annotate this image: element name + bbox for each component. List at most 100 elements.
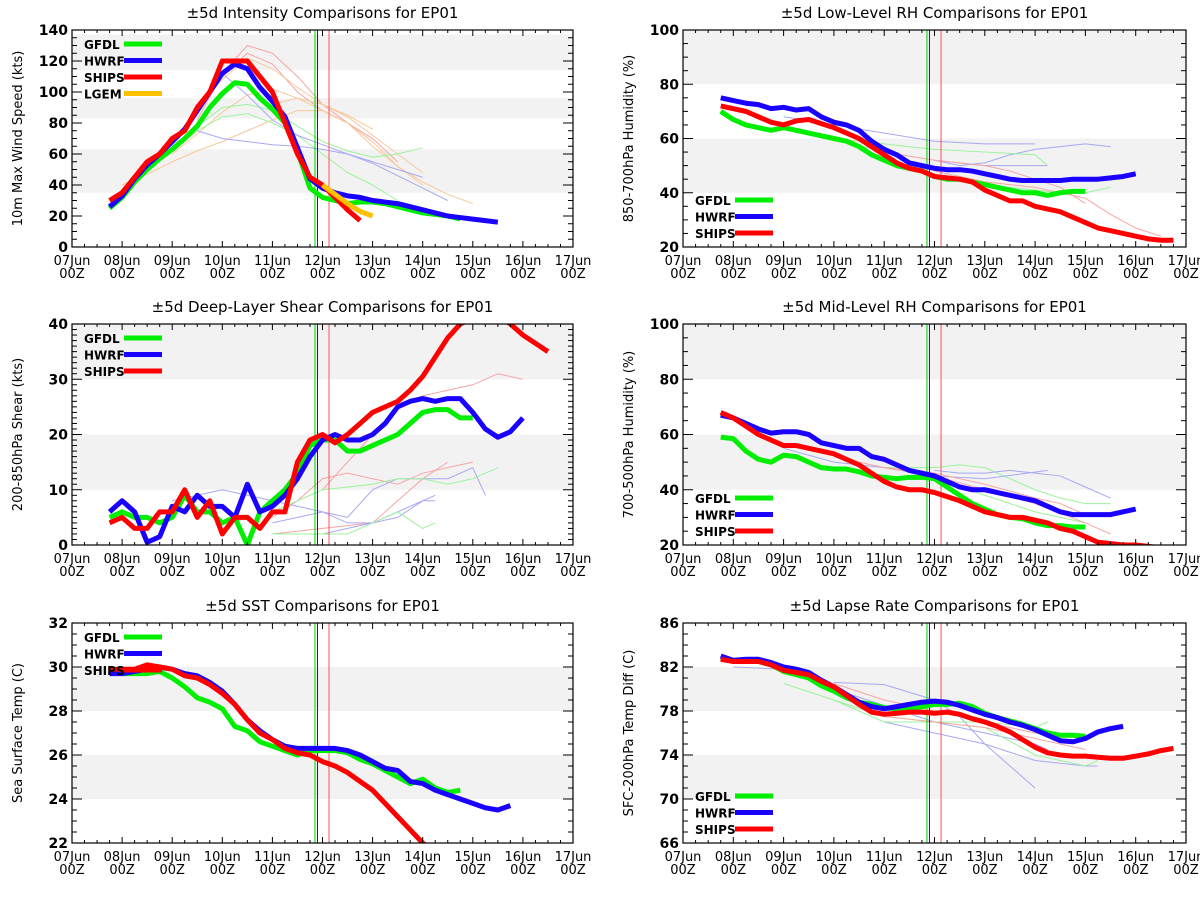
x-tick-label-time: 00Z (260, 267, 286, 282)
x-tick-label: 17Jun (555, 254, 592, 269)
x-tick-label: 08Jun (104, 850, 141, 865)
x-tick-label: 17Jun (1168, 850, 1200, 865)
legend-label-gfdl: GFDL (84, 38, 120, 52)
x-tick-label-time: 00Z (972, 267, 998, 282)
x-tick-label-time: 00Z (1123, 565, 1149, 580)
legend: GFDL HWRF SHIPS (695, 492, 773, 539)
x-tick-label-time: 00Z (721, 565, 747, 580)
x-tick-label-time: 00Z (460, 863, 486, 878)
ghost-line-lgem (121, 110, 473, 205)
y-axis-label: Sea Surface Temp (C) (11, 663, 26, 803)
legend: GFDL HWRF SHIPS (695, 194, 773, 241)
x-tick-label-time: 00Z (1123, 267, 1149, 282)
legend-label-hwrf: HWRF (84, 349, 125, 363)
shaded-band (72, 98, 573, 119)
y-axis-label: 10m Max Wind Speed (kts) (11, 51, 26, 227)
y-tick-label: 82 (660, 660, 679, 676)
legend: GFDL HWRF SHIPS (84, 631, 162, 678)
chart-low-level-rh: 07Jun00Z08Jun00Z09Jun00Z10Jun00Z11Jun00Z… (622, 4, 1200, 282)
x-tick-label: 10Jun (204, 254, 241, 269)
y-tick-label: 78 (660, 704, 679, 720)
x-tick-label-time: 00Z (360, 565, 386, 580)
ghost-line-hwrf (884, 721, 1098, 767)
legend-label-ships: SHIPS (695, 227, 736, 241)
legend: GFDL HWRF SHIPS (84, 332, 162, 379)
x-tick-label: 17Jun (555, 850, 592, 865)
x-tick-label-time: 00Z (159, 863, 185, 878)
x-tick-label: 12Jun (304, 254, 341, 269)
x-tick-label-time: 00Z (1073, 565, 1099, 580)
x-tick-label: 09Jun (765, 552, 802, 567)
x-tick-label-time: 00Z (871, 565, 897, 580)
y-tick-label: 80 (660, 372, 680, 388)
series-line-hwrf (720, 95, 1137, 184)
x-tick-label: 14Jun (1017, 850, 1054, 865)
x-tick-label-time: 00Z (1022, 863, 1048, 878)
y-tick-label: 0 (58, 538, 68, 554)
ghost-line-hwrf (934, 143, 1111, 167)
x-tick-label-time: 00Z (1173, 863, 1199, 878)
chart-deep-layer-shear: 07Jun00Z08Jun00Z09Jun00Z10Jun00Z11Jun00Z… (11, 298, 591, 580)
x-tick-label-time: 00Z (360, 863, 386, 878)
x-tick-label: 10Jun (204, 552, 241, 567)
x-tick-label: 08Jun (715, 850, 752, 865)
shaded-band (683, 324, 1186, 380)
y-tick-label: 10 (49, 483, 69, 499)
chart-intensity: 07Jun00Z08Jun00Z09Jun00Z10Jun00Z11Jun00Z… (11, 4, 591, 282)
x-tick-label-time: 00Z (871, 863, 897, 878)
x-tick-label-time: 00Z (922, 565, 948, 580)
y-tick-label: 20 (660, 538, 680, 554)
ghost-line-hwrf (272, 494, 436, 524)
x-tick-label-time: 00Z (670, 267, 696, 282)
x-tick-label-time: 00Z (260, 863, 286, 878)
ghost-line-ships (884, 151, 1086, 205)
y-tick-label: 100 (650, 23, 679, 39)
x-tick-label: 16Jun (504, 254, 541, 269)
series-line-ships (108, 58, 362, 223)
x-tick-label: 17Jun (555, 552, 592, 567)
chart-sst: 07Jun00Z08Jun00Z09Jun00Z10Jun00Z11Jun00Z… (11, 597, 591, 878)
shaded-band (683, 30, 1186, 85)
legend-label-hwrf: HWRF (84, 55, 125, 69)
y-tick-label: 20 (49, 209, 69, 225)
x-tick-label-time: 00Z (1022, 565, 1048, 580)
x-tick-label: 14Jun (404, 850, 441, 865)
legend-label-hwrf: HWRF (695, 509, 736, 523)
legend-label-ships: SHIPS (84, 365, 125, 379)
x-tick-label-time: 00Z (1123, 863, 1149, 878)
y-tick-label: 30 (49, 660, 69, 676)
ghost-line-hwrf (221, 73, 448, 201)
y-tick-label: 22 (49, 836, 68, 852)
x-tick-label: 14Jun (404, 552, 441, 567)
x-tick-label-time: 00Z (109, 863, 135, 878)
x-tick-label: 11Jun (866, 552, 903, 567)
chart-title: ±5d Mid-Level RH Comparisons for EP01 (782, 298, 1087, 316)
x-tick-label-time: 00Z (721, 267, 747, 282)
x-tick-label: 08Jun (104, 552, 141, 567)
x-tick-label-time: 00Z (922, 863, 948, 878)
x-tick-label: 08Jun (715, 254, 752, 269)
x-tick-label: 07Jun (54, 254, 91, 269)
y-tick-label: 28 (49, 704, 68, 720)
x-tick-label: 14Jun (404, 254, 441, 269)
x-tick-label-time: 00Z (310, 565, 336, 580)
x-tick-label-time: 00Z (670, 565, 696, 580)
x-tick-label: 15Jun (1067, 552, 1104, 567)
x-tick-label: 15Jun (1067, 254, 1104, 269)
x-tick-label: 10Jun (815, 850, 852, 865)
legend-label-hwrf: HWRF (695, 807, 736, 821)
x-tick-label: 07Jun (665, 552, 702, 567)
x-tick-label: 10Jun (204, 850, 241, 865)
x-tick-label-time: 00Z (460, 565, 486, 580)
y-tick-label: 120 (39, 54, 68, 70)
chart-title: ±5d Intensity Comparisons for EP01 (187, 4, 459, 22)
series-line-hwrf (720, 412, 1137, 518)
ghost-line-ships (272, 461, 449, 535)
x-tick-label: 13Jun (354, 850, 391, 865)
x-tick-label-time: 00Z (1022, 267, 1048, 282)
y-axis-label: 700-500hPa Humidity (%) (622, 351, 637, 518)
y-tick-label: 30 (49, 372, 69, 388)
x-tick-label-time: 00Z (871, 267, 897, 282)
x-tick-label: 11Jun (866, 254, 903, 269)
x-tick-label: 16Jun (504, 850, 541, 865)
